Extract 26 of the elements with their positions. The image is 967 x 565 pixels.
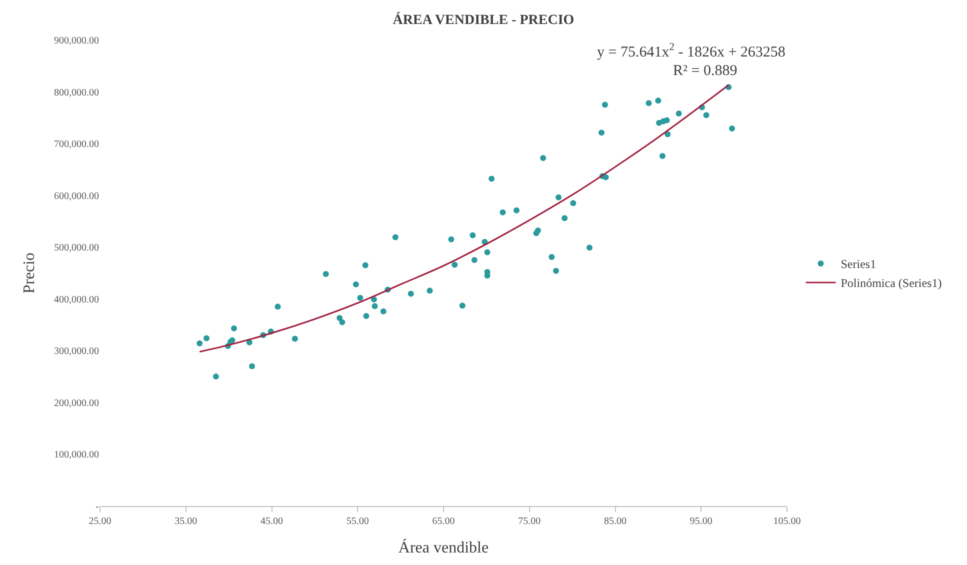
x-tick-label: 45.00 xyxy=(260,516,283,527)
x-tick-label: 95.00 xyxy=(690,516,712,527)
legend-label: Series1 xyxy=(840,257,876,272)
y-tick-label: 600,000.00 xyxy=(54,190,99,202)
chart-title: ÁREA VENDIBLE - PRECIO xyxy=(392,10,574,28)
y-tick-label: 200,000.00 xyxy=(54,398,99,409)
legend-label: Polinómica (Series1) xyxy=(840,276,942,290)
y-tick-label: - xyxy=(96,502,99,512)
x-tick-label: 75.00 xyxy=(518,516,541,527)
y-tick-label: 100,000.00 xyxy=(54,450,99,461)
x-tick-label: 105.00 xyxy=(773,516,801,527)
x-axis-title: Área vendible xyxy=(398,538,489,557)
x-tick-label: 85.00 xyxy=(604,516,626,527)
y-tick-label: 400,000.00 xyxy=(54,294,99,306)
y-tick-label: 800,000.00 xyxy=(54,87,99,98)
y-tick-label: 300,000.00 xyxy=(54,346,99,358)
y-axis-title: Precio xyxy=(20,252,38,294)
x-tick-label: 25.00 xyxy=(88,516,112,527)
x-tick-label: 55.00 xyxy=(346,516,369,527)
y-tick-label: 500,000.00 xyxy=(54,242,99,254)
y-tick-label: 700,000.00 xyxy=(54,139,99,150)
annotation: R² = 0.889 xyxy=(673,63,738,79)
annotation: y = 75.641x$^{2}$ - 1826x + 263258 xyxy=(597,42,786,60)
x-tick-label: 65.00 xyxy=(432,516,455,527)
y-tick-label: 900,000.00 xyxy=(54,36,99,46)
x-tick-label: 35.00 xyxy=(174,516,198,527)
